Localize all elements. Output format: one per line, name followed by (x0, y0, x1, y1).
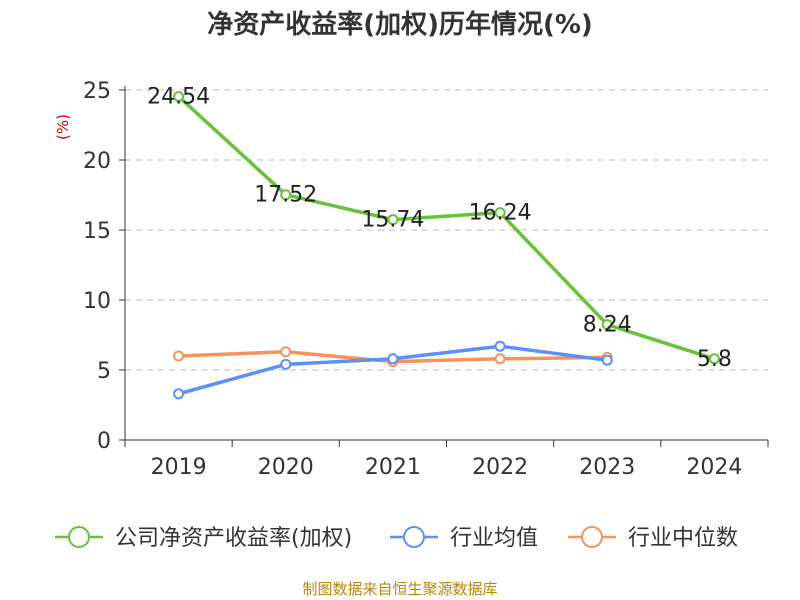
data-point (280, 346, 292, 358)
legend-swatch-marker (403, 526, 425, 548)
data-label: 16.24 (469, 201, 532, 226)
data-point (280, 189, 292, 201)
y-tick-label: 15 (83, 219, 111, 244)
axes: 0 5 10 15 20 25 2019 2020 2021 2022 2023 2024 (%) (54, 79, 769, 480)
data-label: 24.54 (147, 84, 210, 109)
data-point (173, 90, 185, 102)
data-label: 5.8 (697, 347, 732, 372)
data-label: 17.52 (254, 183, 317, 208)
x-tick-label: 2019 (151, 455, 207, 480)
y-axis-label: (%) (54, 114, 72, 140)
x-tick-label: 2022 (472, 455, 528, 480)
data-point (601, 319, 613, 331)
y-tick-label: 25 (83, 79, 111, 104)
x-tick-label: 2024 (686, 455, 742, 480)
y-tick-label: 20 (83, 149, 111, 174)
legend[interactable]: 公司净资产收益率(加权) 行业均值 行业中位数 (55, 526, 738, 551)
x-tick-label: 2023 (579, 455, 635, 480)
legend-label: 公司净资产收益率(加权) (115, 526, 352, 551)
x-tick-label: 2021 (365, 455, 421, 480)
chart-title: 净资产收益率(加权)历年情况(%) (207, 10, 593, 40)
legend-item[interactable]: 公司净资产收益率(加权) (55, 526, 352, 551)
series-group (173, 90, 720, 400)
data-point (494, 353, 506, 365)
data-point (708, 353, 720, 365)
legend-item[interactable]: 行业均值 (390, 526, 538, 551)
x-tick-label: 2020 (258, 455, 314, 480)
data-label: 8.24 (583, 313, 632, 338)
data-point (280, 358, 292, 370)
grid-lines (125, 89, 768, 371)
data-label: 15.74 (361, 208, 424, 233)
data-point (494, 207, 506, 219)
data-point (387, 353, 399, 365)
legend-swatch-marker (68, 526, 90, 548)
legend-label: 行业中位数 (628, 526, 738, 551)
data-point (387, 214, 399, 226)
legend-swatch-marker (581, 526, 603, 548)
data-labels: 24.54 17.52 15.74 16.24 8.24 5.8 (147, 84, 732, 371)
series-line (176, 94, 717, 361)
y-tick-label: 0 (97, 429, 111, 454)
data-point (173, 388, 185, 400)
y-tick-label: 10 (83, 289, 111, 314)
source-note: 制图数据来自恒生聚源数据库 (302, 580, 498, 598)
data-point (494, 340, 506, 352)
legend-item[interactable]: 行业中位数 (568, 526, 738, 551)
data-point (601, 354, 613, 366)
legend-label: 行业均值 (450, 526, 538, 551)
y-tick-label: 5 (97, 359, 111, 384)
data-point (173, 350, 185, 362)
